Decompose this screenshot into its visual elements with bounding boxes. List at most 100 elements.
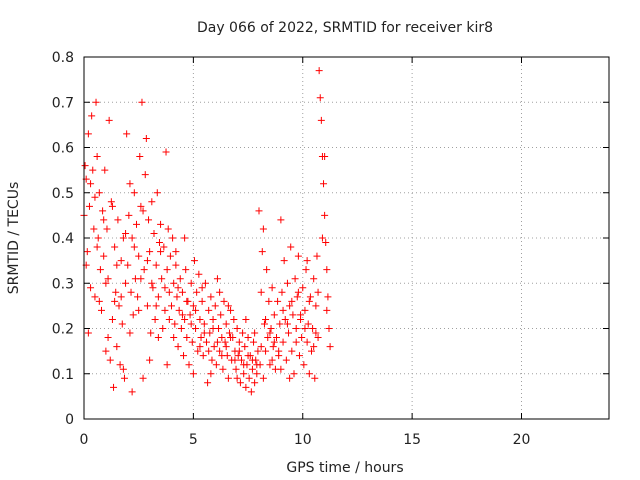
data-point [90, 225, 98, 233]
data-point [137, 202, 145, 210]
data-point [198, 297, 206, 305]
data-point [253, 361, 261, 369]
data-point [165, 315, 173, 323]
data-point [164, 225, 172, 233]
data-point [162, 148, 170, 156]
data-point [292, 325, 300, 332]
data-point [290, 370, 298, 378]
data-point [299, 284, 307, 292]
data-point [196, 315, 204, 323]
data-point [160, 243, 168, 251]
data-point [85, 202, 93, 210]
data-point [288, 297, 296, 305]
data-point [174, 284, 182, 292]
data-point [140, 266, 148, 274]
data-point [322, 239, 330, 247]
y-tick-label: 0.1 [52, 367, 74, 383]
data-point [269, 343, 277, 351]
data-point [236, 379, 244, 387]
x-tick-labels: 0 5 10 15 20 [80, 432, 531, 448]
data-point [158, 275, 166, 283]
data-point [108, 315, 116, 323]
data-point [122, 229, 130, 237]
data-point [324, 293, 332, 301]
data-point [242, 315, 250, 323]
data-point [242, 383, 250, 391]
data-point [270, 338, 278, 346]
data-point [91, 193, 99, 201]
x-tick-label: 15 [403, 432, 421, 448]
data-point [92, 98, 100, 106]
data-point [323, 306, 331, 314]
data-point [104, 334, 112, 342]
data-point [193, 288, 201, 296]
data-point [216, 347, 224, 355]
data-point [178, 288, 186, 296]
data-point [233, 325, 241, 332]
data-point [205, 347, 213, 355]
data-point [143, 257, 151, 265]
y-tick-label: 0 [65, 412, 74, 428]
data-point [267, 325, 275, 332]
data-point [88, 112, 96, 120]
data-point [219, 365, 227, 373]
data-point [87, 284, 95, 292]
data-point [95, 189, 103, 197]
data-point [253, 370, 261, 378]
data-point [98, 306, 105, 314]
data-point [175, 306, 183, 314]
data-point [93, 153, 101, 161]
data-point [123, 130, 131, 138]
data-point [318, 234, 326, 242]
data-point [192, 325, 200, 332]
data-point [262, 315, 270, 323]
data-point [300, 361, 308, 369]
data-point [209, 315, 217, 323]
data-point [99, 207, 107, 215]
data-point [320, 180, 328, 188]
data-point [201, 279, 209, 287]
data-point [197, 334, 205, 342]
data-point [172, 261, 180, 269]
data-point [178, 311, 186, 319]
data-point [94, 234, 102, 242]
data-point [189, 302, 197, 310]
data-point [203, 338, 210, 346]
data-point [312, 329, 320, 337]
data-point [212, 361, 220, 369]
data-point [259, 374, 267, 382]
data-point [273, 334, 280, 342]
data-point [281, 315, 289, 323]
data-point [238, 356, 245, 364]
data-point [213, 338, 221, 346]
data-point [247, 388, 255, 396]
data-point [208, 356, 216, 364]
data-point [130, 243, 138, 251]
data-point [181, 234, 189, 242]
data-point [168, 302, 175, 310]
data-point [163, 266, 171, 274]
data-point [135, 306, 143, 314]
data-point [108, 202, 116, 210]
data-point [146, 356, 154, 364]
data-point [280, 257, 288, 265]
data-point [145, 216, 153, 224]
data-point [321, 153, 329, 161]
data-point [190, 257, 198, 265]
data-point [220, 297, 228, 305]
data-point [241, 343, 249, 351]
data-point [195, 270, 203, 278]
data-point [210, 343, 218, 351]
data-point [285, 329, 293, 337]
data-point [159, 325, 167, 332]
data-point [141, 171, 149, 179]
data-point [122, 279, 130, 287]
x-tick-label: 20 [513, 432, 531, 448]
plot-frame [83, 56, 610, 420]
data-point [188, 338, 196, 346]
data-point [113, 343, 121, 351]
data-point [279, 338, 287, 346]
data-point [240, 361, 248, 369]
data-point [183, 297, 191, 305]
